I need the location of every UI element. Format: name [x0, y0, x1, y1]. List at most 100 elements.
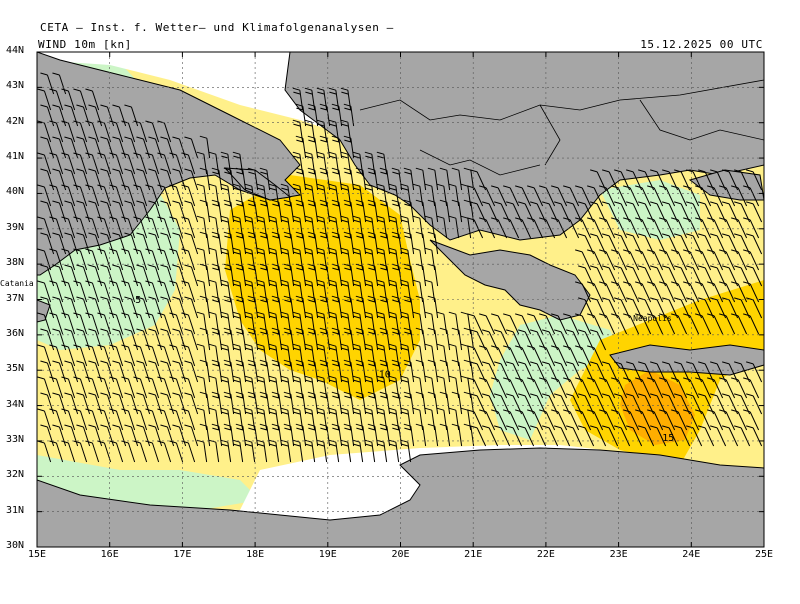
- wind-barb: [133, 344, 148, 367]
- wind-barb: [563, 377, 580, 399]
- wind-barb: [211, 231, 223, 255]
- wind-barb: [343, 359, 355, 383]
- wind-barb: [37, 280, 52, 303]
- wind-barb: [88, 168, 103, 191]
- wind-barb: [719, 281, 736, 303]
- wind-barb: [97, 376, 112, 399]
- wind-barb: [563, 313, 580, 335]
- wind-barb: [256, 215, 268, 239]
- wind-barb: [124, 104, 139, 127]
- wind-barb: [451, 423, 463, 447]
- wind-barb: [439, 167, 451, 191]
- wind-barb: [352, 215, 364, 239]
- wind-barb: [746, 233, 763, 255]
- wind-barb: [61, 152, 76, 175]
- wind-barb: [563, 185, 580, 207]
- wind-barb: [121, 248, 136, 271]
- wind-barb: [415, 327, 427, 351]
- wind-barb: [256, 183, 268, 207]
- wind-barb: [76, 360, 91, 383]
- wind-barb: [367, 263, 379, 287]
- wind-barb: [623, 377, 640, 399]
- lat-label: 36N: [6, 327, 25, 339]
- wind-barb: [196, 247, 208, 271]
- wind-barb: [112, 104, 127, 127]
- wind-barb: [719, 313, 736, 335]
- wind-barb: [271, 199, 283, 223]
- wind-barb: [331, 391, 343, 415]
- wind-barb: [145, 408, 160, 431]
- wind-barb: [376, 407, 388, 431]
- wind-barb: [133, 152, 148, 175]
- wind-barb: [124, 360, 139, 383]
- wind-barb: [235, 199, 247, 223]
- wind-barb: [364, 151, 376, 175]
- wind-barb: [403, 263, 415, 287]
- wind-barb: [232, 343, 244, 367]
- wind-barb: [611, 185, 628, 207]
- wind-barb: [403, 359, 415, 383]
- wind-barb: [145, 120, 160, 143]
- wind-barb: [184, 392, 199, 415]
- wind-barb: [527, 377, 544, 399]
- contour-label: 5: [135, 295, 141, 306]
- wind-barb: [232, 375, 244, 399]
- wind-barb: [292, 343, 304, 367]
- lat-label: 31N: [6, 504, 25, 516]
- wind-barb: [268, 375, 280, 399]
- lat-label: 33N: [6, 433, 25, 445]
- wind-barb: [743, 409, 760, 431]
- wind-barb: [331, 231, 343, 255]
- wind-barb: [376, 215, 388, 239]
- wind-barb: [659, 281, 676, 303]
- wind-barb: [539, 313, 556, 335]
- wind-barb: [121, 152, 136, 175]
- wind-barb: [304, 119, 316, 143]
- wind-barb: [49, 184, 64, 207]
- crete-land: [609, 344, 764, 376]
- wind-barb: [172, 328, 187, 351]
- wind-barb: [439, 327, 451, 351]
- wind-barb: [731, 409, 748, 431]
- wind-barb: [295, 295, 307, 319]
- wind-barb: [319, 359, 331, 383]
- wind-barb: [49, 120, 64, 143]
- wind-barb: [100, 200, 115, 223]
- wind-barb: [85, 184, 100, 207]
- wind-barb: [587, 409, 604, 431]
- wind-barb: [97, 248, 112, 271]
- wind-barb: [232, 215, 244, 239]
- wind-barb: [211, 199, 223, 223]
- wind-barb: [352, 343, 364, 367]
- wind-barb: [61, 344, 76, 367]
- wind-barb: [295, 103, 307, 127]
- wind-barb: [148, 232, 163, 255]
- wind-barb: [283, 199, 295, 223]
- wind-barb: [49, 376, 64, 399]
- country-borders: [359, 79, 764, 176]
- wind-barb: [343, 135, 355, 159]
- wind-barb: [244, 407, 256, 431]
- wind-barb: [364, 183, 376, 207]
- aegean-islands: [688, 169, 764, 201]
- wind-barb: [64, 104, 79, 127]
- wind-barb: [112, 136, 127, 159]
- wind-barb: [49, 248, 64, 271]
- wind-barb: [268, 247, 280, 271]
- wind-barb: [343, 423, 355, 447]
- wind-barb: [635, 281, 652, 303]
- wind-barb: [551, 185, 568, 207]
- wind-barb: [76, 392, 91, 415]
- wind-barb: [76, 200, 91, 223]
- wind-barb: [424, 279, 436, 303]
- wind-barb: [746, 265, 763, 287]
- wind-barb: [463, 391, 475, 415]
- wind-barb: [160, 328, 175, 351]
- wind-barb: [169, 216, 184, 239]
- wind-barb: [49, 216, 64, 239]
- wind-barb: [551, 377, 568, 399]
- wind-barb: [61, 280, 76, 303]
- wind-barb: [647, 313, 664, 335]
- wind-barb: [40, 424, 55, 447]
- lat-lon-grid: [37, 52, 764, 547]
